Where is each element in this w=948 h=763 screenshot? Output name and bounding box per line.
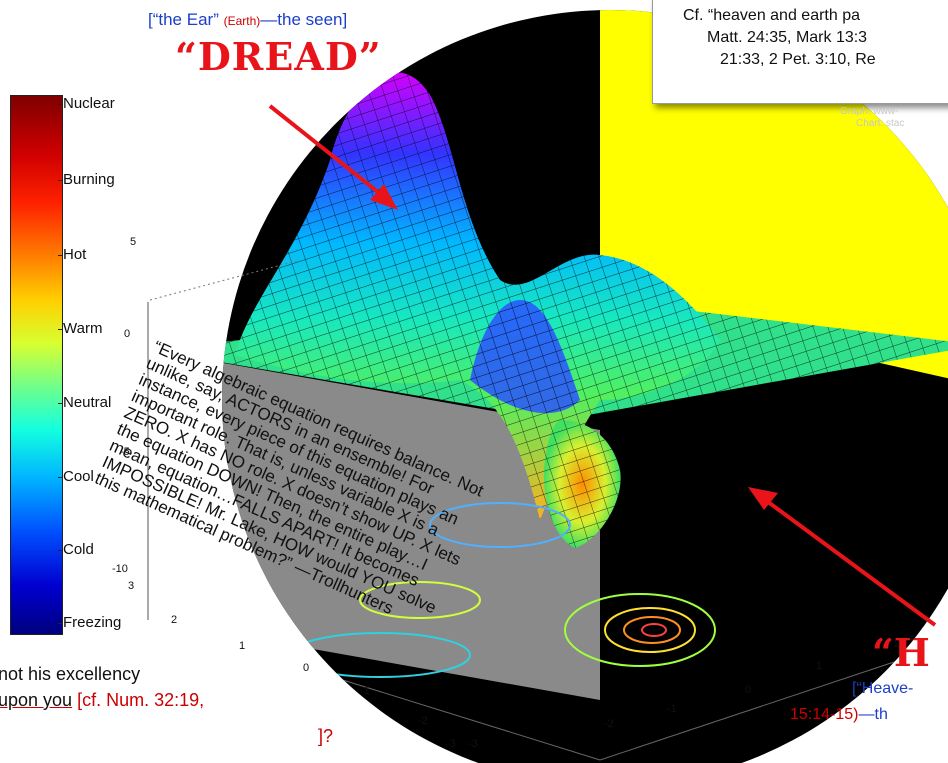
y-tick: -2 — [418, 715, 428, 727]
ear-caption: [“the Ear” (Earth)—the seen] — [148, 10, 347, 30]
body-text-line-1: not his excellency — [0, 664, 141, 684]
colorbar-label-warm: Warm — [57, 320, 103, 337]
y-tick: -3 — [468, 738, 478, 750]
scripture-quote-box: Cf. “heaven and earth pa Matt. 24:35, Ma… — [652, 0, 948, 104]
x-tick: -3 — [446, 738, 456, 750]
x-tick: 1 — [816, 660, 823, 672]
credit-graph: Graph: www- — [840, 106, 899, 117]
quote-line-1: Cf. “heaven and earth pa — [683, 7, 861, 24]
quote-line-2: Matt. 24:35, Mark 13:3 — [707, 29, 868, 46]
arrow-to-pit — [758, 494, 937, 627]
y-tick: 0 — [303, 662, 310, 674]
heave-reference: 15:14-15)—th — [790, 706, 888, 724]
y-tick: 2 — [171, 614, 178, 626]
heave-ref: 15:14-15) — [790, 706, 859, 723]
heave-rest: —th — [858, 706, 888, 723]
dread-heading: “DREAD” — [175, 34, 382, 79]
image-credits: Graph: www- Chart: stac — [840, 106, 904, 130]
x-tick: 2 — [894, 638, 901, 650]
arrow-to-peak — [268, 104, 390, 202]
x-tick: -2 — [604, 718, 614, 730]
colorbar-label-cool: Cool — [58, 468, 94, 485]
quote-line-3: 21:33, 2 Pet. 3:10, Re — [720, 51, 876, 68]
colorbar-label-hot: Hot — [57, 246, 87, 263]
colorbar-label-neutral: Neutral — [57, 394, 112, 411]
z-tick: -5 — [120, 446, 130, 458]
colorbar-label-nuclear: Nuclear — [58, 95, 115, 112]
underlined-phrase: upon you — [0, 690, 73, 710]
y-tick: -1 — [360, 685, 370, 697]
x-tick: -1 — [667, 703, 677, 715]
body-text-line-3: ]? — [318, 726, 334, 746]
colorbar — [10, 95, 63, 635]
heave-caption: [“Heave- — [852, 680, 914, 697]
scripture-ref: [cf. Num. 32:19, — [72, 690, 205, 710]
z-tick: 0 — [124, 328, 131, 340]
ear-earth: (Earth) — [223, 14, 261, 28]
ear-close: —the seen] — [260, 10, 348, 29]
y-tick: 1 — [239, 640, 246, 652]
hw-heading: “H — [872, 630, 930, 675]
credit-chart: Chart: stac — [856, 118, 905, 129]
colorbar-label-cold: Cold — [58, 541, 94, 558]
ear-open: [“the Ear” — [148, 10, 219, 29]
y-tick: 3 — [128, 580, 135, 592]
z-tick: -10 — [112, 563, 128, 575]
z-tick: 5 — [130, 236, 137, 248]
colorbar-label-burning: Burning — [58, 171, 115, 188]
x-tick: 0 — [745, 684, 752, 696]
body-text-line-2: upon you [cf. Num. 32:19, — [0, 690, 204, 711]
colorbar-label-freezing: Freezing — [57, 614, 122, 631]
